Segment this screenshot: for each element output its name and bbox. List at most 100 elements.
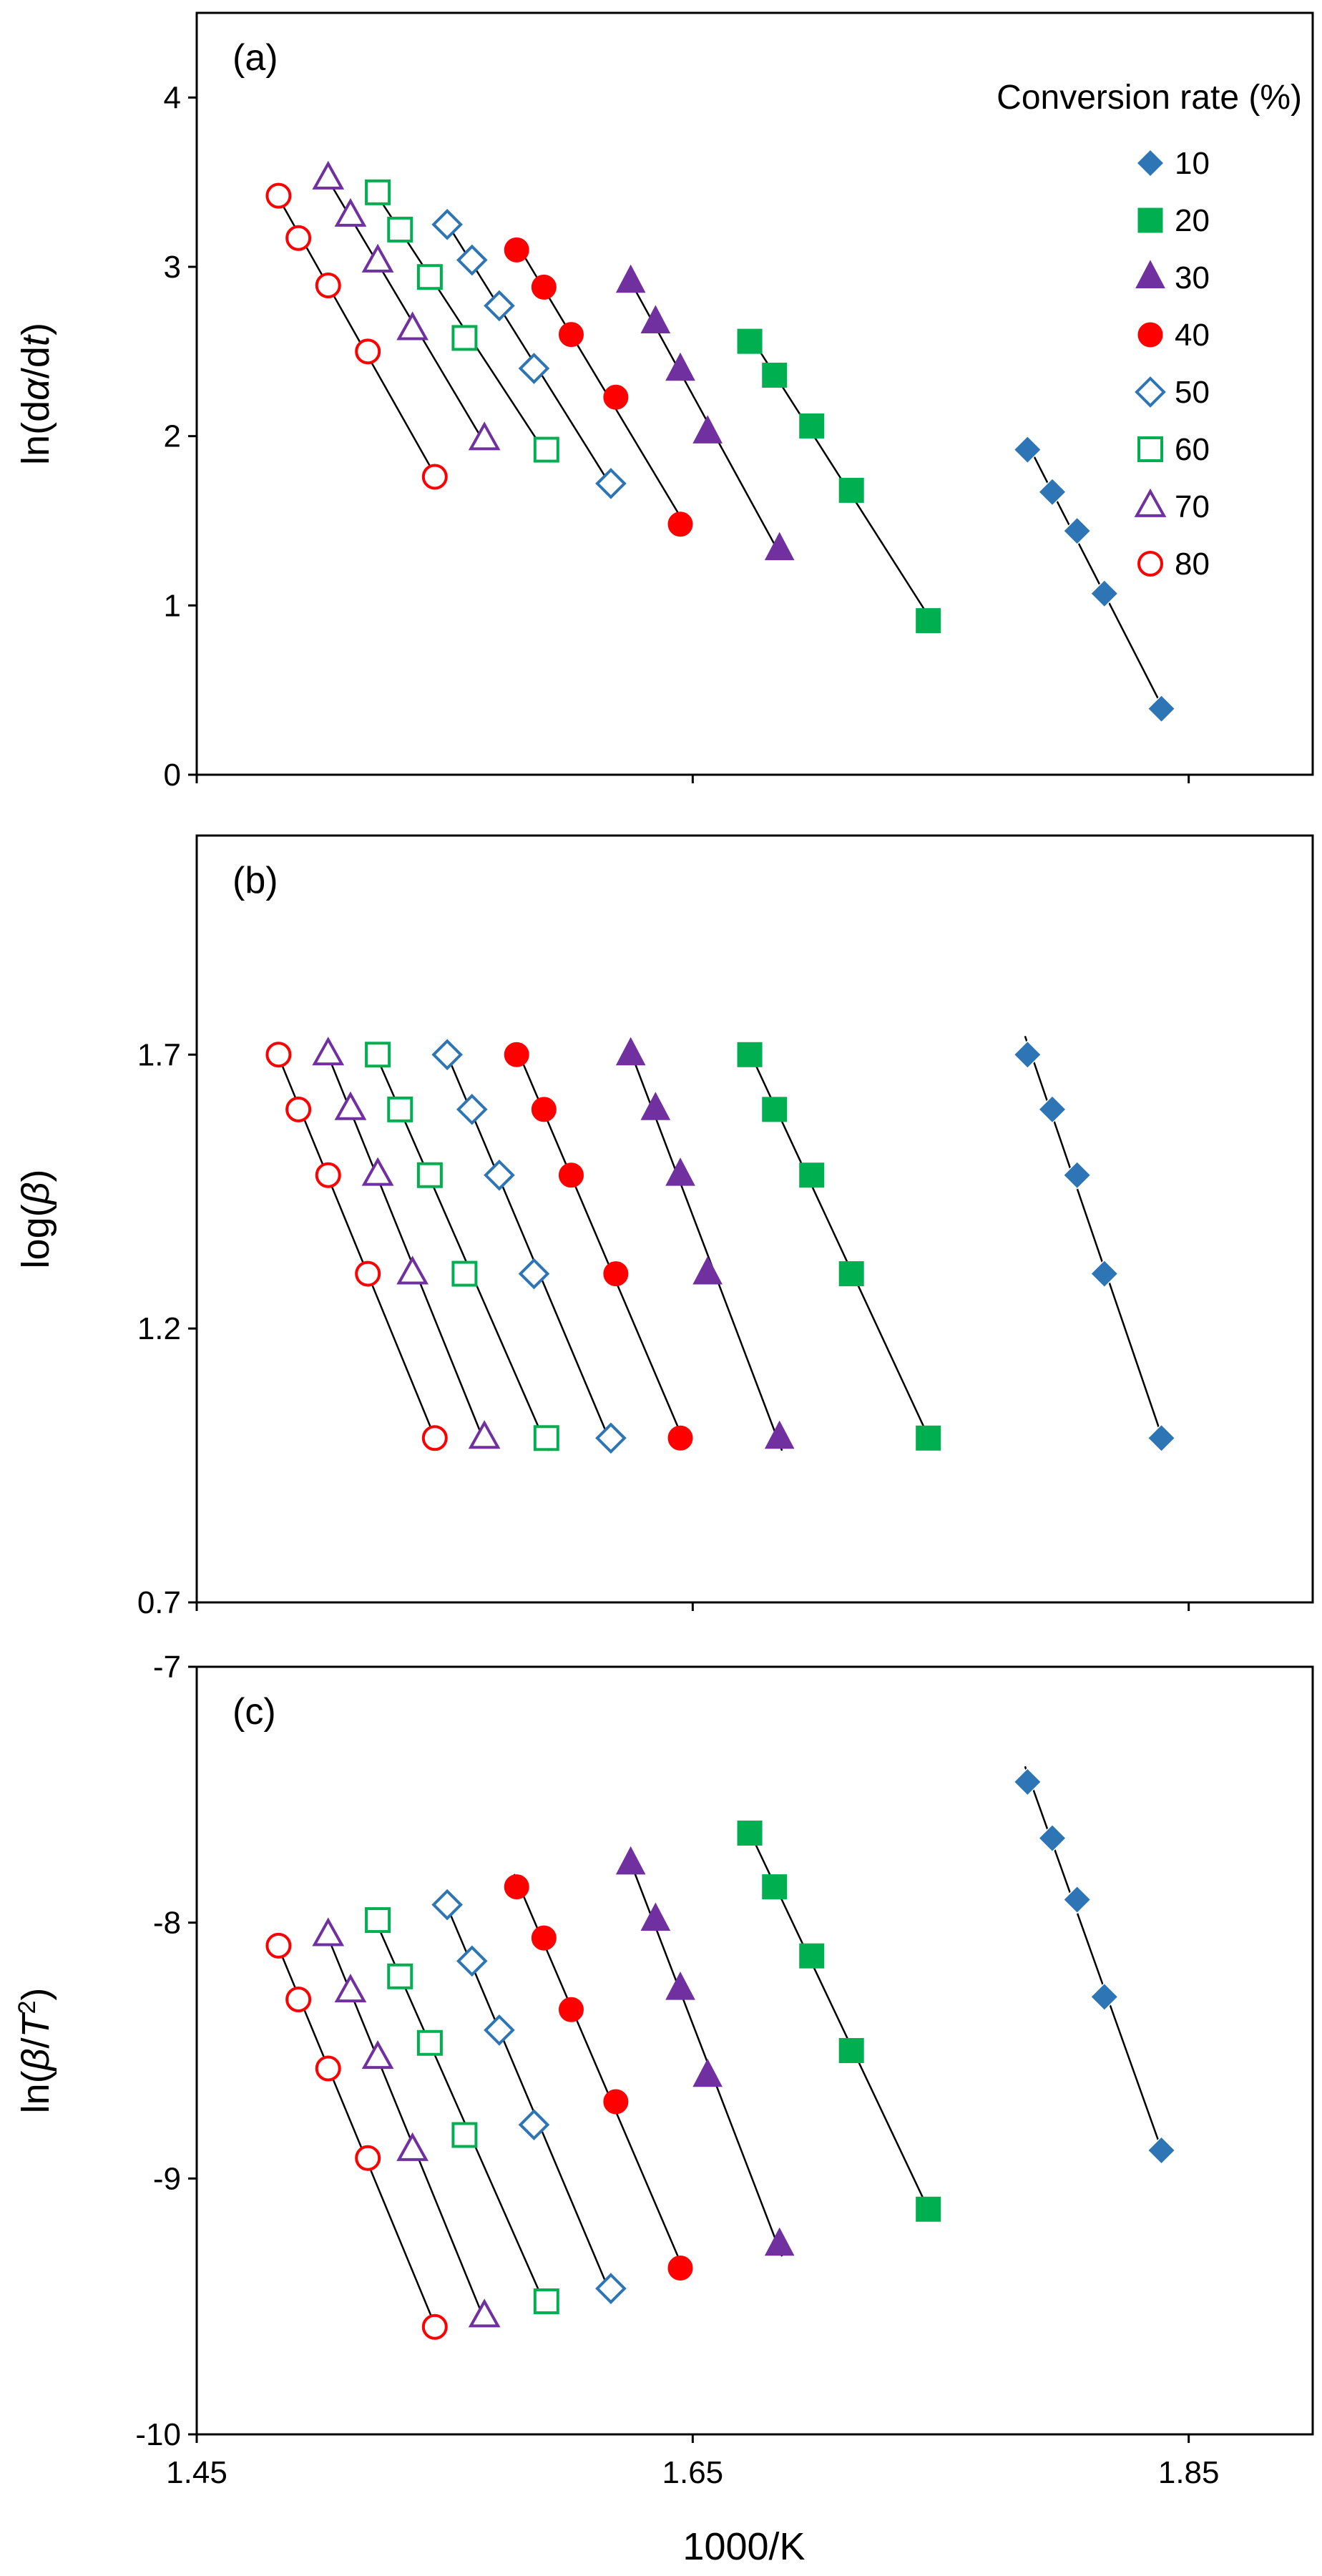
panel-b: 0.7 1.2 1.7 (b) log(β): [14, 834, 1314, 1620]
point-20-3: [799, 1943, 825, 1969]
point-70-1: [312, 1917, 345, 1946]
legend: Conversion rate (%) 10 20 30 40 50 60 70 80: [997, 79, 1302, 582]
plot-frame: [195, 11, 1314, 776]
y-tick-label: 2: [164, 419, 181, 454]
point-50-1: [431, 1889, 463, 1921]
point-30-5: [764, 2227, 795, 2256]
point-30-2: [640, 1902, 671, 1931]
point-10-4: [1090, 1259, 1119, 1288]
y-axis-title-part: t: [14, 334, 57, 346]
point-30-3: [665, 352, 695, 381]
point-60-5: [533, 2288, 559, 2315]
panel-label: (b): [232, 860, 278, 901]
legend-label-20: 20: [1175, 203, 1210, 238]
y-tick-label: 0.7: [137, 1585, 181, 1620]
point-30-5: [764, 1420, 795, 1449]
legend-label-70: 70: [1175, 489, 1210, 524]
point-80-2: [285, 1096, 312, 1122]
point-40-4: [603, 1261, 629, 1287]
y-tick-label: 0: [164, 758, 181, 793]
legend-marker-60: [1137, 436, 1163, 462]
point-10-4: [1090, 579, 1119, 608]
point-70-3: [361, 1157, 394, 1186]
legend-marker-30: [1135, 260, 1165, 288]
point-10-3: [1062, 516, 1092, 546]
point-40-2: [531, 1097, 557, 1122]
y-tick-label: 1.2: [137, 1311, 181, 1346]
y-tick-label: 1.7: [137, 1037, 181, 1072]
point-10-2: [1037, 477, 1067, 506]
y-axis-title: ln(β/T2): [14, 1988, 57, 2114]
point-30-4: [692, 415, 723, 444]
point-70-1: [312, 160, 345, 190]
point-50-5: [595, 2273, 627, 2304]
point-70-2: [334, 1091, 367, 1120]
point-60-1: [365, 179, 391, 205]
point-50-3: [484, 2014, 515, 2046]
y-tick-label: -8: [153, 1906, 181, 1941]
legend-marker-10: [1135, 148, 1165, 178]
point-50-4: [518, 2109, 550, 2141]
legend-label-60: 60: [1175, 432, 1210, 467]
point-60-1: [365, 1907, 391, 1934]
point-50-2: [456, 244, 488, 276]
point-10-4: [1090, 1982, 1119, 2012]
x-tick-label: 1.85: [1158, 2455, 1220, 2490]
y-tick-label: 3: [164, 250, 181, 285]
y-axis-title-part: log(: [14, 1204, 57, 1268]
point-70-2: [334, 197, 367, 227]
y-tick-label: -10: [135, 2417, 181, 2452]
point-50-2: [456, 1094, 488, 1125]
point-10-1: [1013, 435, 1042, 464]
point-60-4: [451, 2122, 478, 2148]
point-20-2: [762, 362, 788, 388]
point-80-4: [355, 1260, 381, 1287]
point-20-4: [838, 477, 864, 503]
point-60-3: [416, 1162, 443, 1188]
point-70-2: [334, 1974, 367, 2003]
y-axis-title-part: ): [14, 1988, 57, 2001]
point-30-4: [692, 2058, 723, 2087]
point-60-2: [387, 1963, 413, 1989]
legend-marker-70: [1134, 488, 1167, 517]
point-10-2: [1037, 1094, 1067, 1124]
legend-label-80: 80: [1175, 547, 1210, 582]
point-80-1: [265, 1042, 292, 1068]
point-70-5: [468, 2298, 501, 2328]
point-80-1: [265, 182, 292, 209]
point-80-2: [285, 225, 312, 251]
y-axis-title: ln(dα/dt): [14, 323, 57, 465]
point-60-3: [416, 2029, 443, 2056]
y-axis-title-part: 2: [14, 2001, 41, 2014]
legend-marker-20: [1137, 207, 1163, 233]
point-10-3: [1062, 1885, 1092, 1914]
point-20-3: [799, 413, 825, 439]
point-50-2: [456, 1945, 488, 1977]
point-40-4: [603, 384, 629, 410]
point-80-1: [265, 1932, 292, 1959]
y-tick-label: -7: [153, 1650, 181, 1685]
point-30-3: [665, 1972, 695, 2000]
panel-a: 0 1 2 3 4 (a) ln(dα/dt) Conversion rate (%) 10 20…: [14, 11, 1314, 793]
point-60-2: [387, 216, 413, 243]
point-30-1: [615, 1846, 646, 1875]
legend-label-30: 30: [1175, 260, 1210, 295]
point-70-1: [312, 1037, 345, 1066]
point-10-5: [1147, 2135, 1176, 2165]
point-80-3: [315, 273, 341, 299]
point-50-5: [595, 468, 627, 499]
y-axis-title-part: /d: [14, 346, 57, 378]
point-40-3: [558, 322, 584, 348]
legend-label-50: 50: [1175, 375, 1210, 410]
y-axis-title: log(β): [14, 1170, 57, 1269]
point-40-5: [667, 2256, 693, 2281]
point-50-1: [431, 209, 463, 240]
legend-title: Conversion rate (%): [997, 79, 1302, 117]
point-40-4: [603, 2089, 629, 2115]
point-20-4: [838, 1261, 864, 1287]
point-10-3: [1062, 1160, 1092, 1190]
point-80-2: [285, 1986, 312, 2012]
point-70-4: [396, 1255, 429, 1285]
